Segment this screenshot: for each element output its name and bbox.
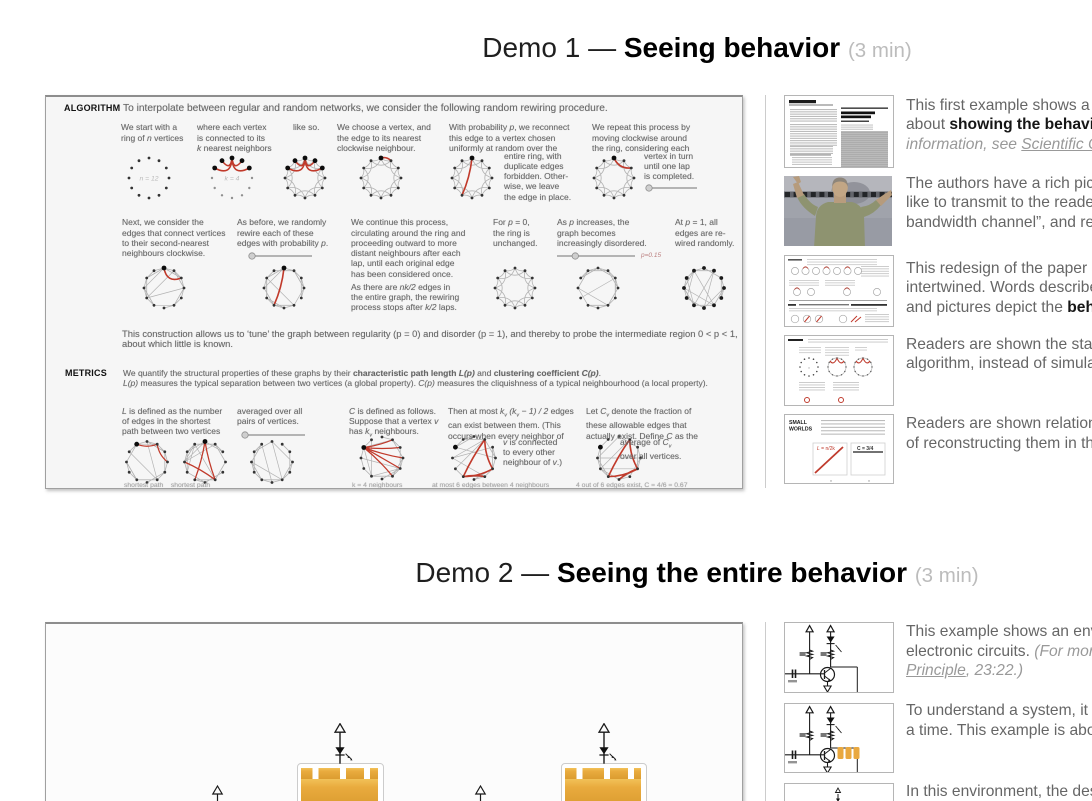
svg-text:WORLDS: WORLDS	[789, 427, 813, 433]
svg-text:L = n/2k: L = n/2k	[817, 446, 835, 452]
svg-text:SMALL: SMALL	[789, 420, 808, 426]
svg-text:n = 12: n = 12	[139, 176, 158, 183]
svg-text:n: n	[868, 478, 870, 483]
svg-text:n: n	[830, 478, 832, 483]
svg-text:n: n	[808, 365, 811, 370]
svg-text:C = 3/4: C = 3/4	[857, 446, 873, 452]
svg-text:k = 4: k = 4	[225, 176, 240, 183]
